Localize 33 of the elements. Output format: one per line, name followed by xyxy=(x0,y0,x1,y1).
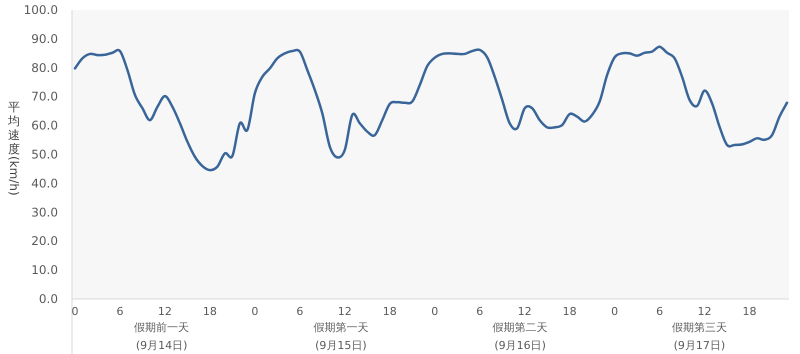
x-tick-label: 12 xyxy=(698,305,712,318)
text: 假期第二天 (9月16日) xyxy=(492,321,548,352)
x-tick-label: 0 xyxy=(251,305,258,318)
x-tick-label: 6 xyxy=(296,305,304,318)
y-tick-label: 30.0 xyxy=(31,205,58,220)
y-tick-label: 90.0 xyxy=(31,32,58,46)
y-tick-label: 50.0 xyxy=(31,148,58,162)
y-tick-label: 0.0 xyxy=(38,292,58,306)
x-tick-label: 18 xyxy=(202,305,217,318)
y-tick-label: 80.0 xyxy=(31,60,58,75)
y-tick-label: 100.0 xyxy=(24,3,58,17)
x-tick-label: 12 xyxy=(158,305,172,318)
x-tick-label: 18 xyxy=(382,305,397,318)
y-tick-label: 70.0 xyxy=(31,90,58,104)
x-tick-label: 0 xyxy=(72,305,78,318)
x-tick-label: 18 xyxy=(562,305,577,318)
x-tick-label: 12 xyxy=(518,305,532,318)
x-tick-label: 12 xyxy=(338,305,352,318)
y-axis-title: 平均速度(km/h) xyxy=(6,100,21,196)
x-tick-label: 6 xyxy=(116,305,124,318)
text: 假期第一天 (9月15日) xyxy=(313,321,368,352)
text: 假期第三天 (9月17日) xyxy=(672,321,727,352)
y-tick-label: 40.0 xyxy=(31,176,58,190)
x-tick-label: 6 xyxy=(476,305,484,318)
y-tick-label: 60.0 xyxy=(31,118,58,133)
y-tick-label: 10.0 xyxy=(31,263,58,278)
y-tick-label: 20.0 xyxy=(31,234,58,248)
x-tick-label: 6 xyxy=(656,305,664,318)
x-tick-label: 18 xyxy=(742,305,757,318)
line-series xyxy=(74,45,788,172)
text: 假期前一天 (9月14日) xyxy=(134,321,190,352)
x-tick-label: 0 xyxy=(611,305,618,318)
x-tick-label: 0 xyxy=(431,305,438,318)
